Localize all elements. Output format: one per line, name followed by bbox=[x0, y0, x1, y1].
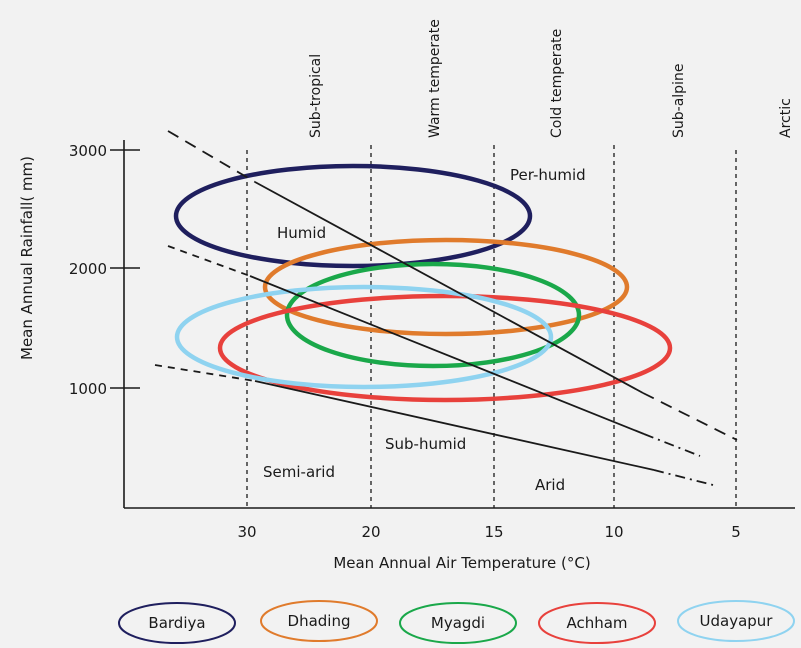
x-tick-label-10: 10 bbox=[604, 523, 623, 541]
boundary-lower-solid bbox=[254, 380, 655, 471]
legend-swatch-myagdi bbox=[399, 602, 517, 644]
x-axis-title: Mean Annual Air Temperature (°C) bbox=[333, 554, 590, 572]
x-tick-label-30: 30 bbox=[237, 523, 256, 541]
legend: Bardiya Dhading Myagdi Achham Udayapur bbox=[118, 600, 795, 644]
ellipse-achham bbox=[217, 293, 673, 403]
legend-label-bardiya: Bardiya bbox=[148, 614, 205, 632]
region-label-sub-humid: Sub-humid bbox=[385, 435, 466, 453]
zone-boundaries bbox=[246, 145, 737, 508]
boundary-lower-dash-right bbox=[653, 469, 714, 486]
region-label-per-humid: Per-humid bbox=[510, 166, 586, 184]
legend-label-udayapur: Udayapur bbox=[700, 612, 774, 630]
boundary-middle-dash-left bbox=[167, 245, 251, 277]
legend-label-dhading: Dhading bbox=[288, 612, 351, 630]
y-tick-label-2000: 2000 bbox=[69, 260, 107, 278]
zone-label-cold-temperate: Cold temperate bbox=[549, 29, 565, 138]
legend-item-bardiya: Bardiya bbox=[118, 602, 236, 644]
zone-label-sub-tropical: Sub-tropical bbox=[308, 54, 324, 138]
zone-label-warm-temperate: Warm temperate bbox=[427, 19, 443, 138]
x-tick-label-20: 20 bbox=[361, 523, 380, 541]
boundary-lines bbox=[154, 130, 738, 486]
x-tick-label-5: 5 bbox=[731, 523, 741, 541]
legend-item-myagdi: Myagdi bbox=[399, 602, 517, 644]
legend-swatch-bardiya bbox=[118, 602, 236, 644]
legend-label-myagdi: Myagdi bbox=[431, 614, 485, 632]
zone-label-sub-alpine: Sub-alpine bbox=[671, 64, 687, 138]
region-label-humid: Humid bbox=[277, 224, 326, 242]
y-axis-title: Mean Annual Rainfall( mm) bbox=[18, 156, 36, 360]
ellipse-udayapur bbox=[174, 284, 554, 390]
boundary-lower-dash-left bbox=[154, 364, 256, 382]
boundary-middle-dash-right bbox=[643, 433, 701, 457]
legend-swatch-dhading bbox=[260, 600, 378, 642]
district-ellipses bbox=[173, 163, 673, 403]
boundary-upper-solid bbox=[254, 181, 644, 394]
boundary-upper-dash-left bbox=[167, 130, 256, 183]
legend-swatch-udayapur bbox=[677, 600, 795, 642]
ellipse-dhading bbox=[262, 237, 630, 337]
legend-label-achham: Achham bbox=[566, 614, 627, 632]
x-tick-label-15: 15 bbox=[484, 523, 503, 541]
zone-label-arctic: Arctic bbox=[778, 98, 794, 138]
boundary-upper-dash-right bbox=[642, 392, 738, 441]
region-label-semi-arid: Semi-arid bbox=[263, 463, 335, 481]
legend-swatch-achham bbox=[538, 602, 656, 644]
legend-item-udayapur: Udayapur bbox=[677, 600, 795, 642]
region-label-arid: Arid bbox=[535, 476, 565, 494]
y-tick-label-1000: 1000 bbox=[69, 380, 107, 398]
ellipse-bardiya bbox=[173, 163, 533, 269]
boundary-middle-solid bbox=[249, 275, 645, 435]
legend-item-achham: Achham bbox=[538, 602, 656, 644]
ellipse-myagdi bbox=[284, 261, 582, 369]
legend-item-dhading: Dhading bbox=[260, 600, 378, 642]
axes bbox=[110, 140, 795, 509]
y-tick-label-3000: 3000 bbox=[69, 142, 107, 160]
